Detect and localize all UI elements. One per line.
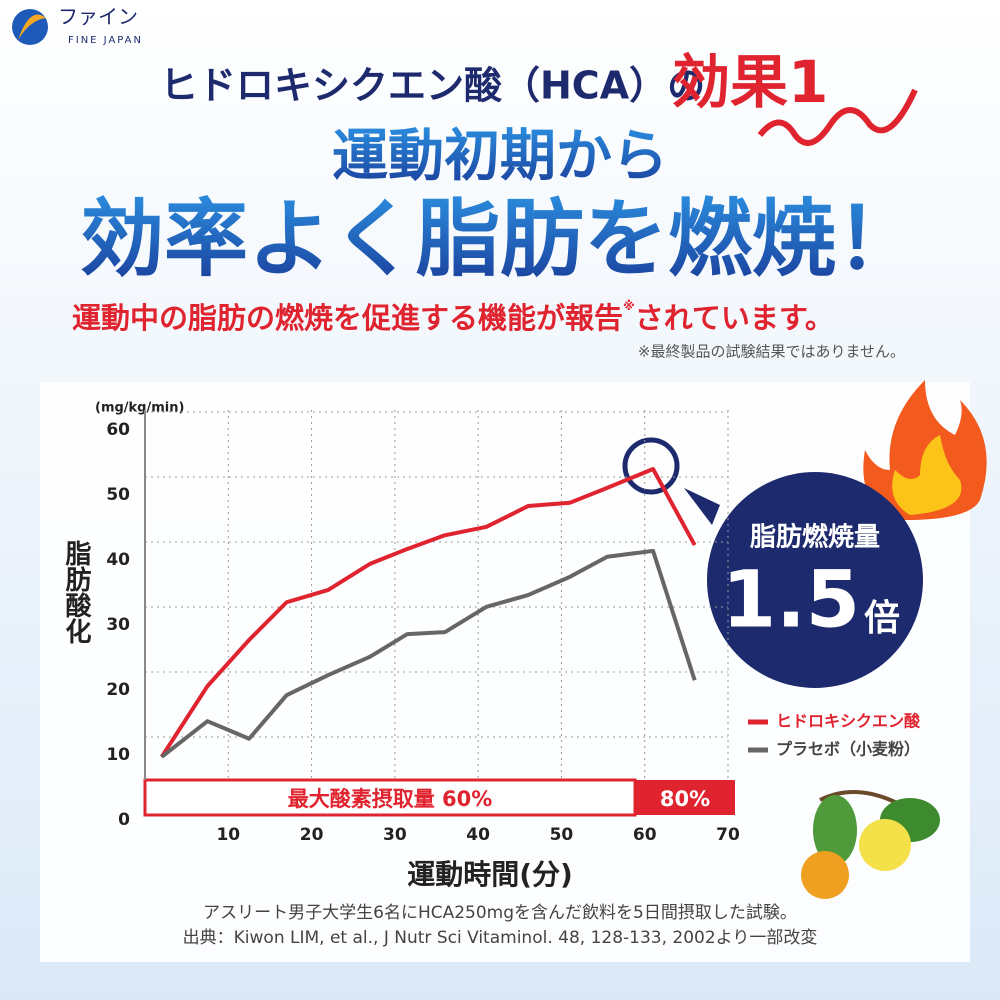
y-tick-label: 30 <box>106 615 130 635</box>
subline-main: 運動中の脂肪の燃焼を促進する機能が報告 <box>72 301 623 335</box>
headline-1: 運動初期から <box>332 124 668 189</box>
flame <box>863 380 987 520</box>
callout-circle <box>707 472 923 688</box>
plot: 0 10 20 30 40 50 60 10 20 30 40 50 60 70 ヒドロキシクエン酸プラセボ… <box>106 410 921 845</box>
logo-swoosh <box>18 14 46 40</box>
y-tick-label: 20 <box>106 680 130 700</box>
y-tick-label: 40 <box>106 550 130 570</box>
subline-end: されています。 <box>635 301 834 335</box>
footer-source: 出典：Kiwon LIM, et al., J Nutr Sci Vitamin… <box>183 928 818 948</box>
band-high-label: 80% <box>660 787 710 811</box>
callout-suffix: 倍 <box>864 598 900 639</box>
x-tick-label: 60 <box>633 825 657 845</box>
subline: 運動中の脂肪の燃焼を促進する機能が報告※されています。 <box>72 299 834 336</box>
title-line: ヒドロキシクエン酸（HCA）の <box>160 64 705 108</box>
y-tick-label: 10 <box>106 745 130 765</box>
logo-mark <box>12 9 48 45</box>
series-line <box>159 467 697 759</box>
x-tick-label: 70 <box>716 825 740 845</box>
series-line <box>160 548 697 759</box>
legend-label: ヒドロキシクエン酸 <box>776 712 921 731</box>
badge: 効果1 <box>672 48 828 116</box>
y-tick-label: 0 <box>118 810 130 830</box>
disclaimer: ※最終製品の試験結果ではありません。 <box>638 343 905 361</box>
x-tick-label: 20 <box>300 825 324 845</box>
band-high <box>635 780 735 815</box>
callout-pointer <box>684 488 720 525</box>
logo-en: FINE JAPAN <box>68 35 143 46</box>
badge-squiggle <box>757 88 918 146</box>
x-tick-label: 30 <box>383 825 407 845</box>
callout-value: 1.5 <box>722 555 860 645</box>
logo-ja: ファイン <box>58 5 138 29</box>
y-tick-label: 60 <box>106 420 130 440</box>
callout-label: 脂肪燃焼量 <box>750 523 880 553</box>
legend-label: プラセボ（小麦粉） <box>776 740 920 759</box>
y-tick-label: 50 <box>106 485 130 505</box>
footer-study: アスリート男子大学生6名にHCA250mgを含んだ飲料を5日間摂取した試験。 <box>203 903 797 923</box>
fruit <box>801 790 940 899</box>
note-mark: ※ <box>623 299 635 313</box>
x-tick-label: 50 <box>550 825 574 845</box>
headline-2: 効率よく脂肪を燃焼！ <box>80 190 920 288</box>
y-axis-label: 脂肪酸化 <box>61 540 91 644</box>
x-axis-label: 運動時間(分) <box>407 858 573 891</box>
x-tick-label: 40 <box>466 825 490 845</box>
x-tick-label: 10 <box>216 825 240 845</box>
band-low <box>143 778 637 817</box>
peak-ring <box>622 437 680 495</box>
y-unit: (mg/kg/min) <box>95 401 184 416</box>
band-low-label: 最大酸素摂取量 60% <box>288 787 493 811</box>
